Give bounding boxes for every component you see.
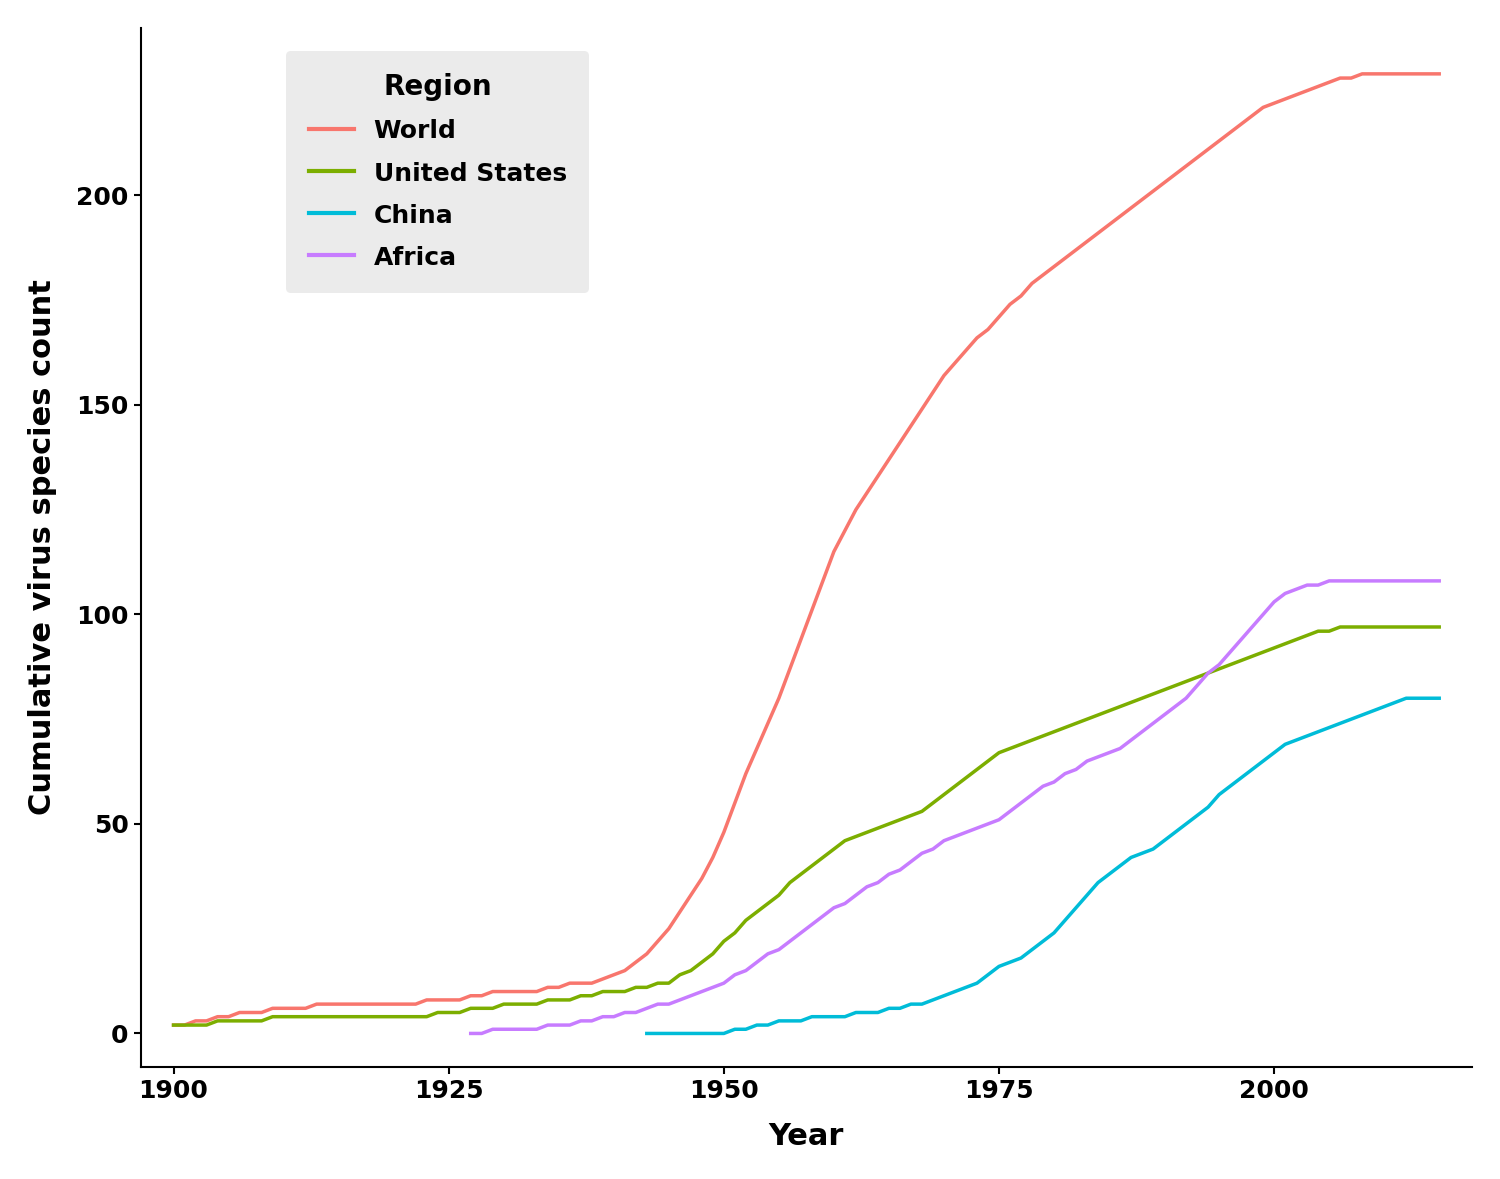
X-axis label: Year: Year — [768, 1122, 844, 1151]
Legend: World, United States, China, Africa: World, United States, China, Africa — [286, 51, 590, 292]
Y-axis label: Cumulative virus species count: Cumulative virus species count — [28, 279, 57, 816]
